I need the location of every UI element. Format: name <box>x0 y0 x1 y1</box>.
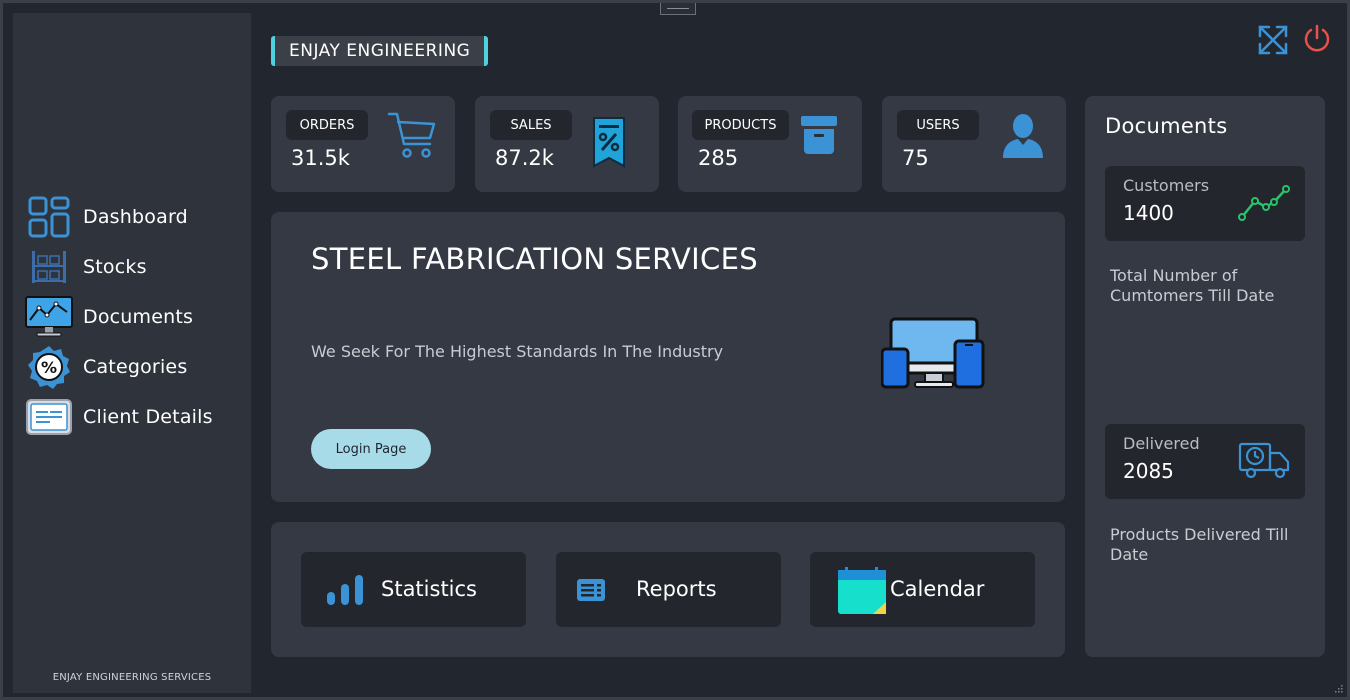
sidebar-item-dashboard[interactable]: Dashboard <box>25 195 245 239</box>
delivery-truck-icon <box>1238 441 1292 485</box>
power-icon[interactable] <box>1302 23 1336 57</box>
devices-illustration-icon <box>880 317 985 393</box>
doc-label: Delivered <box>1123 434 1200 453</box>
customers-description: Total Number of Cumtomers Till Date <box>1110 266 1275 305</box>
customers-card: Customers 1400 <box>1105 166 1305 241</box>
calendar-button[interactable]: Calendar <box>810 552 1035 627</box>
sidebar-item-client-details[interactable]: Client Details <box>25 395 245 439</box>
stat-card-products: PRODUCTS 285 <box>678 96 862 192</box>
expand-arrows-icon[interactable] <box>1256 23 1290 57</box>
id-card-icon <box>25 395 73 439</box>
stat-value: 285 <box>698 146 739 170</box>
delivered-description: Products Delivered Till Date <box>1110 525 1289 564</box>
statistics-button[interactable]: Statistics <box>301 552 526 627</box>
stat-card-users: USERS 75 <box>882 96 1066 192</box>
report-list-icon <box>576 578 606 606</box>
doc-value: 1400 <box>1123 201 1174 225</box>
sidebar-item-stocks[interactable]: Stocks <box>25 245 245 289</box>
stat-label: SALES <box>490 110 572 140</box>
user-icon <box>1000 112 1054 166</box>
tool-label: Statistics <box>381 577 477 601</box>
tool-label: Calendar <box>890 577 985 601</box>
documents-title: Documents <box>1105 114 1228 138</box>
sidebar-item-documents[interactable]: Documents <box>25 295 245 339</box>
stat-card-orders: ORDERS 31.5k <box>271 96 455 192</box>
stat-value: 31.5k <box>291 146 350 170</box>
discount-tag-icon <box>590 116 644 170</box>
window-drag-handle[interactable] <box>660 3 696 15</box>
sidebar-item-label: Dashboard <box>83 206 188 228</box>
reports-button[interactable]: Reports <box>556 552 781 627</box>
hero-subtitle: We Seek For The Highest Standards In The… <box>311 342 724 361</box>
archive-box-icon <box>799 114 853 168</box>
stat-value: 87.2k <box>495 146 554 170</box>
tools-panel: Statistics Reports <box>271 522 1065 657</box>
percent-badge-icon: % <box>25 345 73 389</box>
doc-label: Customers <box>1123 176 1210 195</box>
sidebar-item-label: Documents <box>83 306 194 328</box>
sidebar-item-label: Client Details <box>83 406 213 428</box>
bar-chart-icon <box>326 574 366 610</box>
login-page-button[interactable]: Login Page <box>311 429 431 469</box>
hero-panel: STEEL FABRICATION SERVICES We Seek For T… <box>271 212 1065 502</box>
sidebar-item-label: Stocks <box>83 256 147 278</box>
sidebar: Dashboard Stocks <box>13 13 251 693</box>
stat-label: ORDERS <box>286 110 368 140</box>
monitor-chart-icon <box>25 295 73 339</box>
doc-value: 2085 <box>1123 459 1174 483</box>
brand-title: ENJAY ENGINEERING <box>271 36 489 66</box>
tool-label: Reports <box>636 577 717 601</box>
cart-icon <box>386 110 440 164</box>
svg-text:%: % <box>41 358 57 377</box>
calendar-icon <box>837 566 889 620</box>
sidebar-item-categories[interactable]: % Categories <box>25 345 245 389</box>
dashboard-grid-icon <box>25 195 73 239</box>
delivered-card: Delivered 2085 <box>1105 424 1305 499</box>
stat-value: 75 <box>902 146 929 170</box>
sidebar-item-label: Categories <box>83 356 188 378</box>
warehouse-shelves-icon <box>25 245 73 289</box>
line-trend-icon <box>1238 183 1292 227</box>
documents-panel: Documents Customers 1400 Total Number of… <box>1085 96 1325 657</box>
stat-card-sales: SALES 87.2k <box>475 96 659 192</box>
stat-label: PRODUCTS <box>692 110 789 140</box>
hero-title: STEEL FABRICATION SERVICES <box>311 242 758 276</box>
resize-grip-icon[interactable] <box>1333 683 1343 693</box>
stat-label: USERS <box>897 110 979 140</box>
sidebar-footer: ENJAY ENGINEERING SERVICES <box>52 672 212 683</box>
